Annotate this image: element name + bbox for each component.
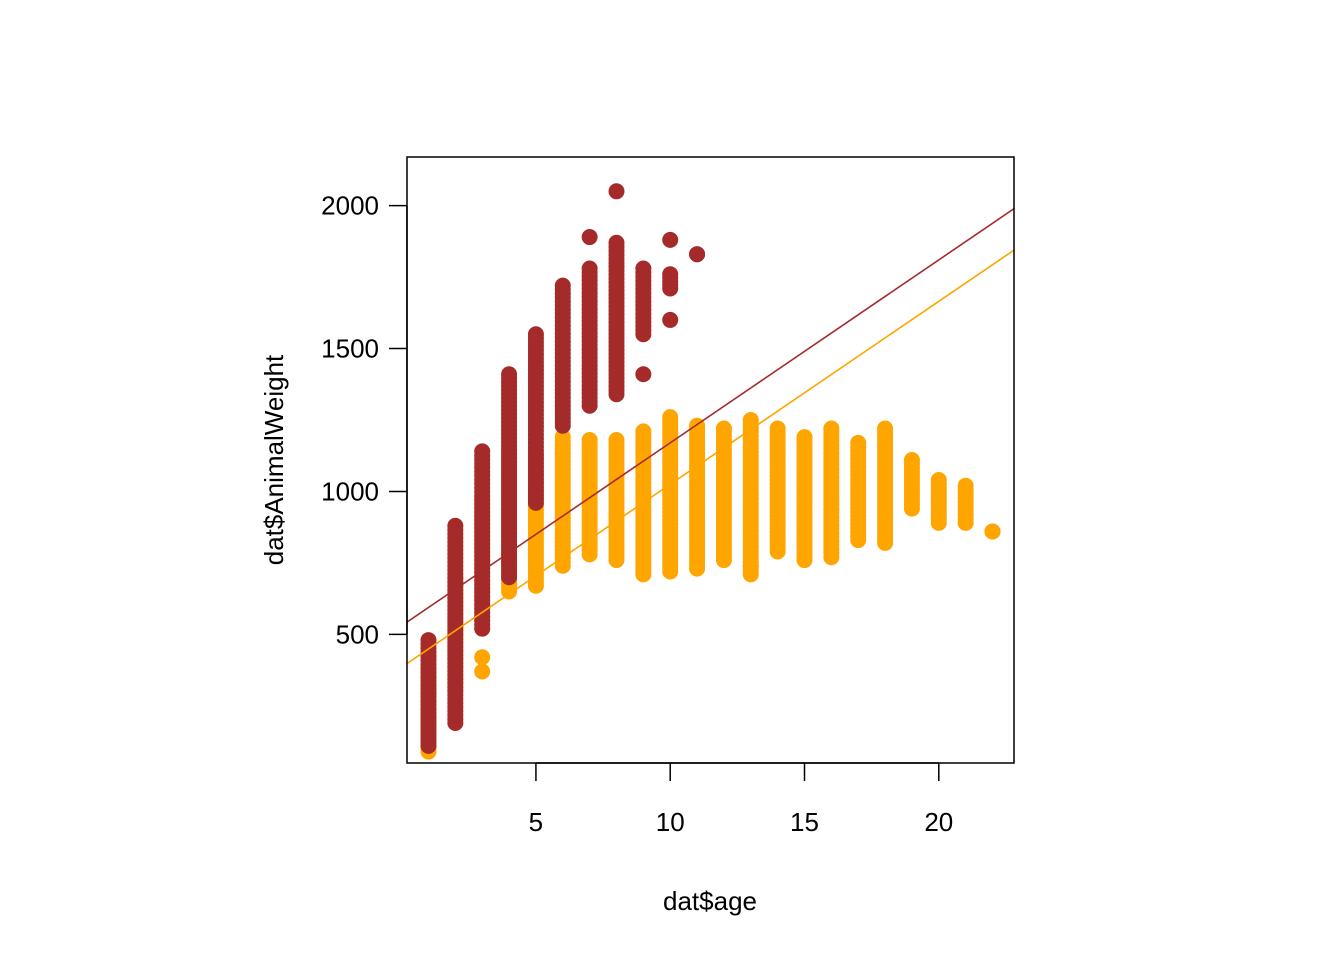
data-point: [581, 229, 598, 246]
data-point: [474, 443, 491, 460]
data-point: [581, 260, 598, 277]
plot-frame: [406, 156, 1015, 764]
x-tick-label: 20: [924, 807, 953, 837]
data-point: [877, 420, 894, 437]
regression-lines: [407, 208, 1014, 665]
data-point: [662, 266, 679, 283]
data-point: [581, 431, 598, 448]
data-point: [420, 632, 437, 649]
x-axis: 5 10 15 20: [529, 762, 953, 837]
x-tick-label: 15: [790, 807, 819, 837]
y-tick-label: 2000: [321, 191, 379, 221]
data-point: [608, 431, 625, 448]
data-point: [930, 472, 947, 489]
data-point: [635, 260, 652, 277]
data-points: [420, 183, 1001, 760]
data-point: [662, 409, 679, 426]
data-point: [447, 517, 464, 534]
data-point: [608, 183, 625, 200]
data-point: [769, 420, 786, 437]
data-point: [984, 523, 1001, 540]
data-point: [501, 366, 518, 383]
data-point: [554, 277, 571, 294]
data-point: [527, 326, 544, 343]
y-tick-label: 1500: [321, 334, 379, 364]
data-point: [903, 452, 920, 468]
x-tick-label: 5: [529, 807, 543, 837]
data-point: [957, 477, 974, 494]
data-point: [474, 649, 491, 666]
data-point: [796, 429, 813, 446]
data-point: [635, 423, 652, 440]
x-axis-title: dat$age: [663, 886, 757, 916]
data-point: [554, 429, 571, 446]
data-point: [742, 557, 759, 574]
data-point: [823, 420, 840, 437]
data-point: [662, 311, 679, 328]
data-point: [715, 420, 732, 437]
series-points: [420, 183, 706, 754]
data-point: [689, 246, 706, 263]
data-point: [742, 411, 759, 428]
data-point: [474, 663, 491, 680]
regression-line: [407, 249, 1014, 665]
regression-line: [407, 208, 1014, 623]
data-point: [662, 231, 679, 248]
data-point: [850, 434, 867, 451]
y-axis: 500 1000 1500 2000: [321, 191, 408, 649]
y-tick-label: 1000: [321, 476, 379, 506]
data-point: [608, 234, 625, 251]
data-point: [635, 366, 652, 383]
y-tick-label: 500: [336, 619, 379, 649]
y-axis-title: dat$AnimalWeight: [259, 354, 289, 565]
x-tick-label: 10: [656, 807, 685, 837]
